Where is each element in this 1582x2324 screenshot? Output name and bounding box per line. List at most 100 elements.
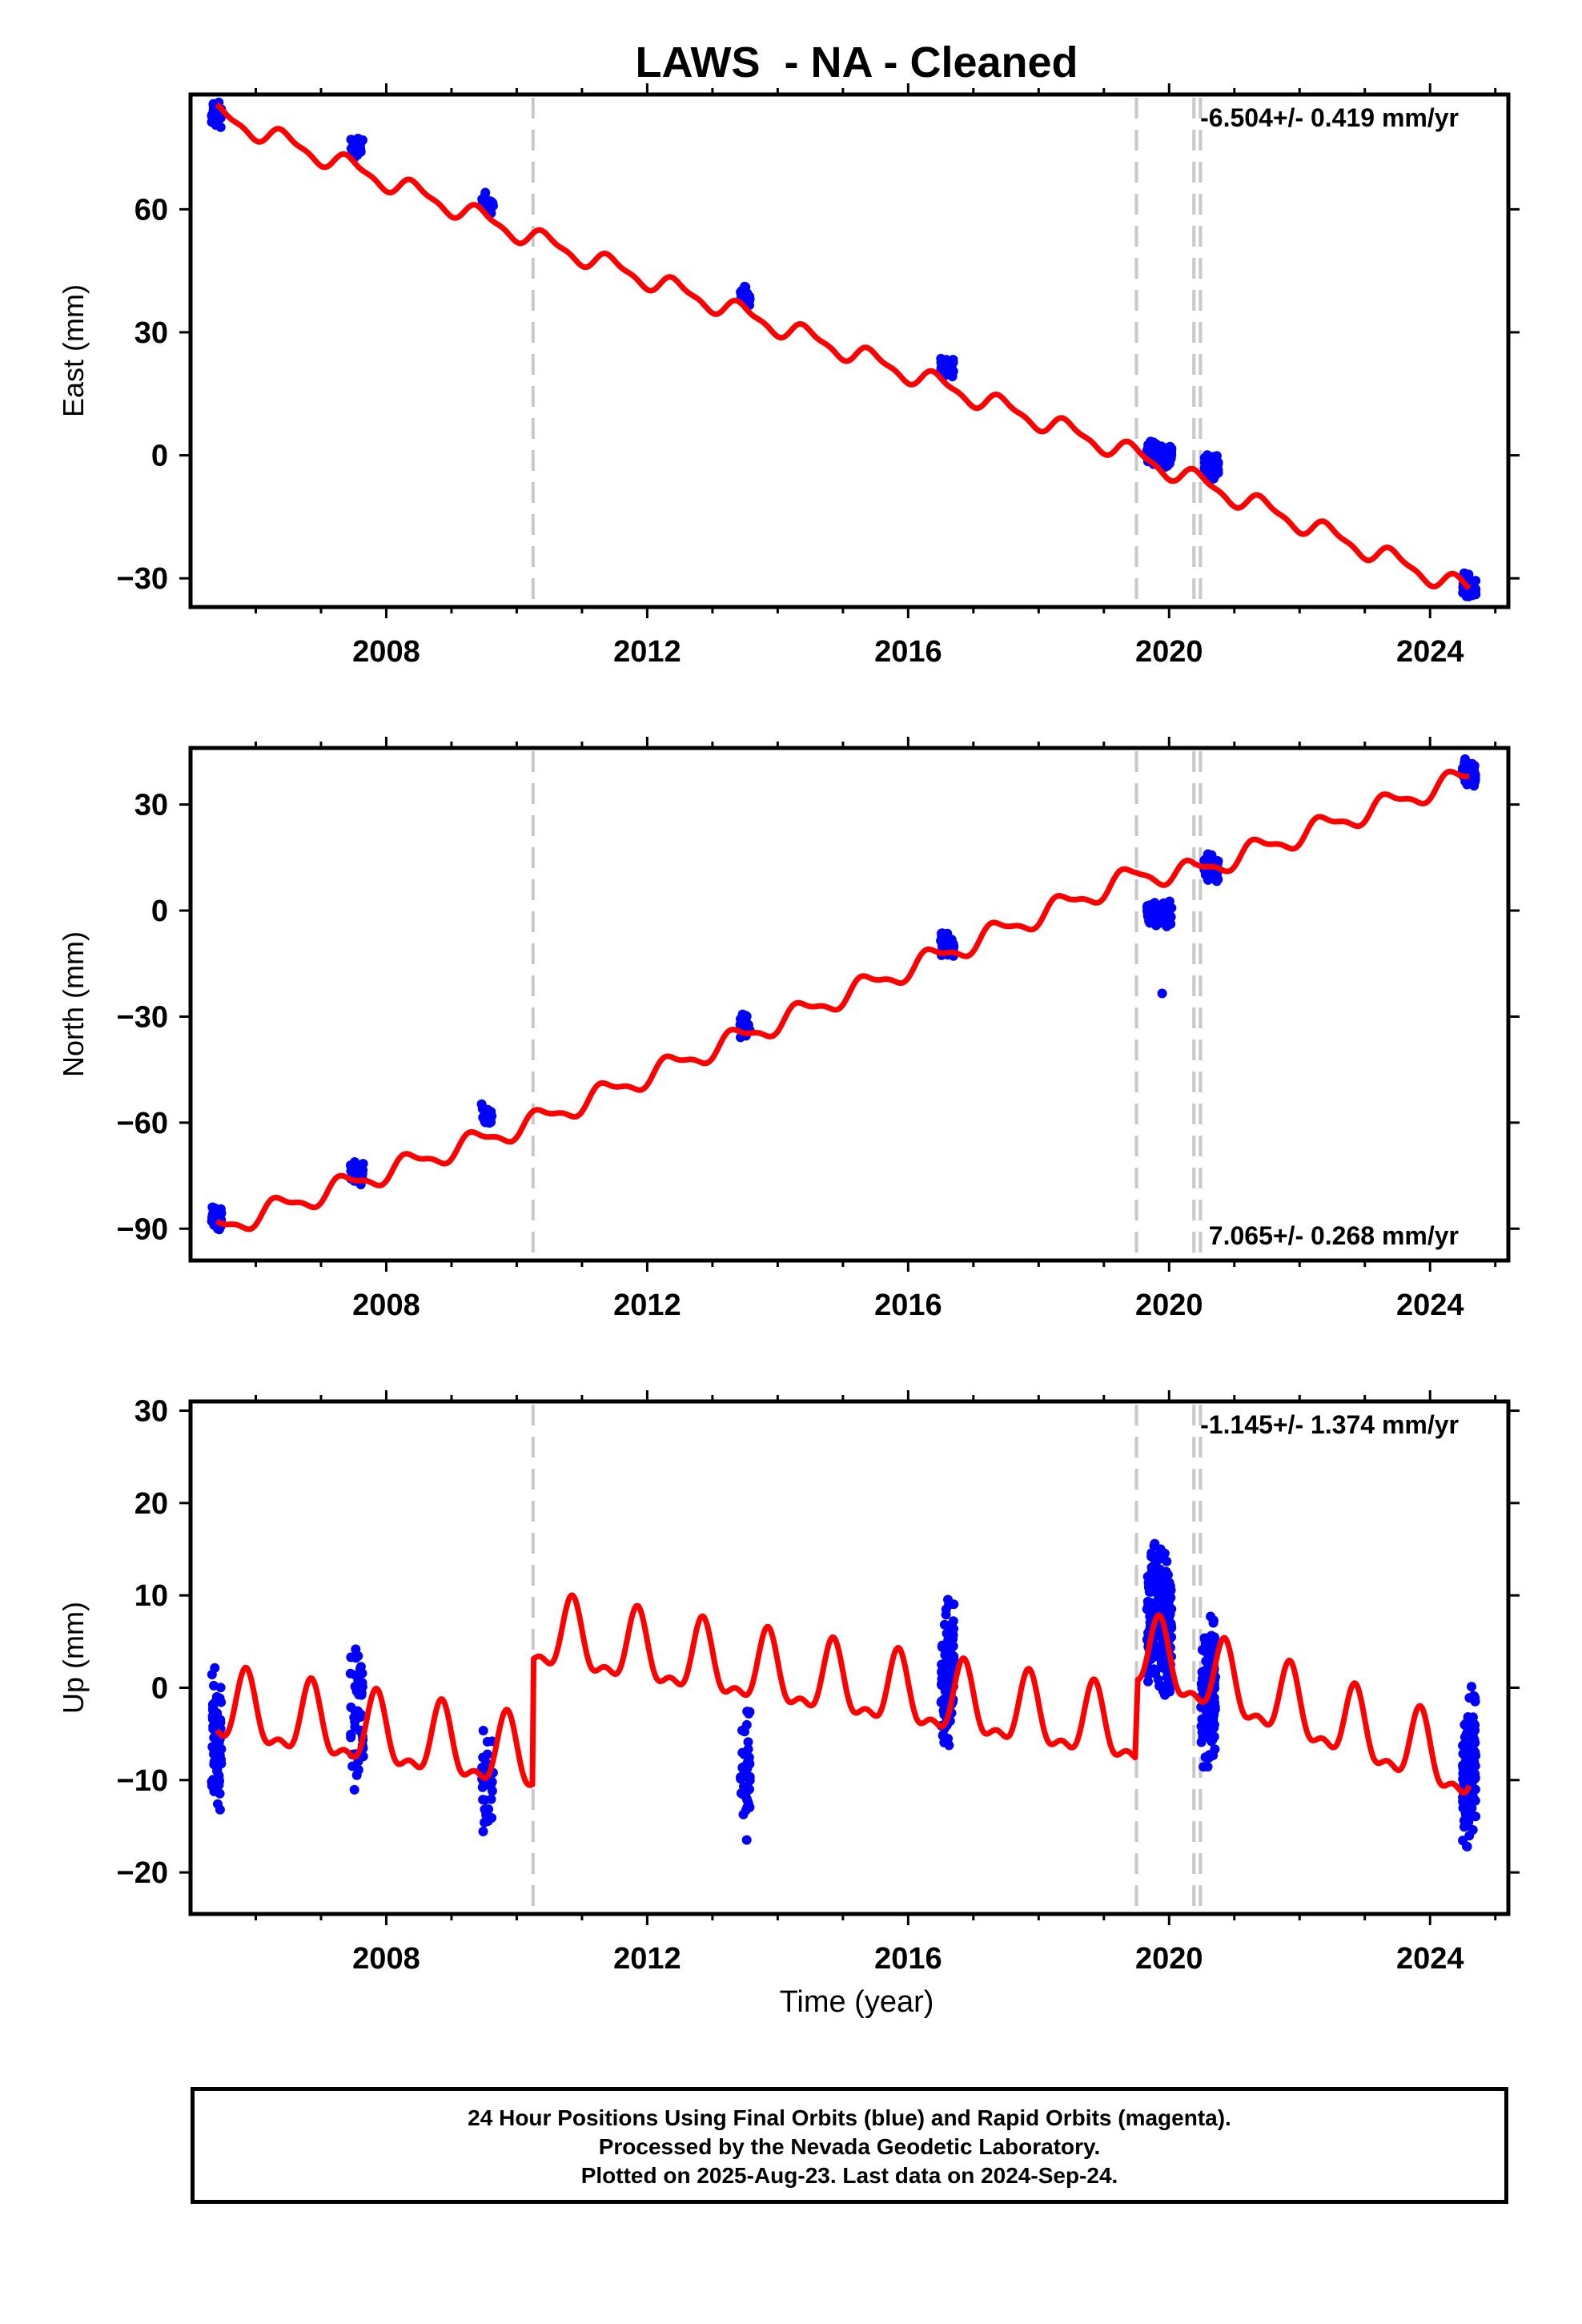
x-tick-label: 2012 bbox=[613, 1289, 681, 1322]
x-tick-label: 2016 bbox=[874, 1289, 942, 1322]
observations-up bbox=[207, 1538, 1481, 1852]
y-tick-label: −60 bbox=[117, 1107, 168, 1140]
y-axis-label-up: Up (mm) bbox=[57, 1602, 90, 1714]
observation-point bbox=[1463, 1712, 1473, 1722]
chart-title: LAWS - NA - Cleaned bbox=[635, 38, 1078, 86]
y-tick-label: 10 bbox=[135, 1579, 168, 1613]
observation-point bbox=[346, 1729, 356, 1739]
rate-annotation-east: -6.504+/- 0.419 mm/yr bbox=[1200, 103, 1459, 132]
observation-point bbox=[1146, 1562, 1157, 1573]
observation-point bbox=[215, 1804, 225, 1815]
observation-point bbox=[1469, 1757, 1480, 1767]
observation-point bbox=[940, 942, 950, 952]
observation-point bbox=[1164, 1687, 1174, 1697]
observation-point bbox=[1199, 463, 1210, 473]
observation-point bbox=[1162, 1556, 1172, 1566]
x-tick-label: 2024 bbox=[1396, 1942, 1464, 1976]
observation-point bbox=[1142, 1596, 1153, 1606]
observation-point bbox=[1166, 446, 1177, 456]
observation-point bbox=[1201, 1723, 1211, 1734]
observation-point bbox=[1154, 1585, 1165, 1595]
observation-point bbox=[352, 150, 363, 160]
x-tick-label: 2020 bbox=[1135, 1289, 1203, 1322]
observation-point bbox=[1157, 988, 1167, 999]
observation-point bbox=[1469, 1691, 1480, 1702]
observation-point bbox=[741, 1747, 752, 1758]
x-tick-label: 2008 bbox=[352, 1942, 420, 1976]
model-curve-up bbox=[215, 1592, 1472, 1796]
observation-point bbox=[1199, 1762, 1209, 1772]
observation-point bbox=[939, 931, 949, 942]
observation-point bbox=[741, 288, 751, 299]
observation-point bbox=[1157, 915, 1167, 926]
observation-point bbox=[478, 1752, 488, 1763]
observation-point bbox=[481, 1117, 491, 1128]
observation-point bbox=[1149, 1541, 1159, 1551]
footer-line-2: Processed by the Nevada Geodetic Laborat… bbox=[598, 2134, 1101, 2159]
observation-point bbox=[1146, 436, 1156, 447]
observation-point bbox=[215, 1717, 226, 1727]
observation-point bbox=[1461, 591, 1472, 601]
observation-point bbox=[948, 1641, 958, 1651]
observation-point bbox=[346, 1702, 356, 1712]
y-tick-label: −30 bbox=[117, 562, 168, 596]
observation-point bbox=[1458, 1768, 1468, 1779]
observation-point bbox=[745, 1707, 755, 1717]
observation-point bbox=[488, 198, 498, 208]
observation-point bbox=[349, 1712, 359, 1723]
observation-point bbox=[215, 1204, 226, 1214]
observation-point bbox=[345, 1668, 355, 1679]
y-tick-label: −90 bbox=[117, 1212, 168, 1246]
observation-point bbox=[1467, 1682, 1476, 1692]
observation-point bbox=[743, 1737, 753, 1747]
footer-line-1: 24 Hour Positions Using Final Orbits (bl… bbox=[468, 2105, 1231, 2130]
observation-point bbox=[480, 1804, 490, 1815]
observation-point bbox=[1464, 1831, 1475, 1841]
y-axis-label-east: East (mm) bbox=[57, 284, 90, 417]
observation-point bbox=[208, 1705, 218, 1715]
observation-point bbox=[478, 1726, 488, 1735]
observation-point bbox=[937, 1674, 947, 1684]
observation-point bbox=[1143, 908, 1154, 919]
observation-point bbox=[486, 1794, 496, 1804]
observation-point bbox=[1154, 442, 1165, 452]
observation-point bbox=[1162, 453, 1171, 464]
observation-point bbox=[941, 1610, 951, 1620]
observation-point bbox=[745, 1784, 754, 1795]
y-tick-label: −10 bbox=[117, 1764, 168, 1798]
observation-point bbox=[352, 143, 363, 153]
y-tick-label: 30 bbox=[135, 1395, 168, 1429]
observation-point bbox=[1463, 1806, 1472, 1816]
footer-line-3: Plotted on 2025-Aug-23. Last data on 202… bbox=[580, 2163, 1118, 2188]
observation-point bbox=[1470, 776, 1480, 786]
rate-annotation-up: -1.145+/- 1.374 mm/yr bbox=[1200, 1410, 1459, 1439]
observation-point bbox=[1154, 1564, 1165, 1574]
observation-point bbox=[213, 1696, 223, 1707]
x-tick-label: 2024 bbox=[1396, 1289, 1464, 1322]
y-tick-label: −30 bbox=[117, 1000, 168, 1034]
y-tick-label: 30 bbox=[135, 316, 168, 350]
observation-point bbox=[480, 1817, 490, 1827]
x-tick-label: 2016 bbox=[874, 1942, 942, 1976]
observation-point bbox=[938, 1731, 948, 1741]
observation-point bbox=[215, 122, 226, 132]
y-axis-label-north: North (mm) bbox=[57, 931, 90, 1077]
observation-point bbox=[1159, 902, 1170, 912]
observation-point bbox=[1468, 577, 1479, 588]
panel-east: 2008 2012 2016 2020 2024 60 30 0 −30 East (mm) -6.… bbox=[57, 83, 1520, 669]
observation-point bbox=[1207, 1630, 1217, 1641]
observation-point bbox=[478, 1827, 488, 1836]
observation-point bbox=[1208, 1617, 1219, 1627]
observation-point bbox=[745, 1771, 755, 1782]
observation-point bbox=[1154, 1598, 1163, 1609]
observations-east bbox=[207, 97, 1481, 601]
observation-point bbox=[738, 1809, 749, 1819]
observation-point bbox=[355, 1683, 364, 1694]
observation-point bbox=[1462, 1841, 1472, 1852]
observation-point bbox=[737, 1762, 748, 1772]
observation-point bbox=[940, 362, 950, 372]
observation-point bbox=[1157, 1572, 1166, 1582]
observation-point bbox=[354, 1167, 364, 1177]
observation-point bbox=[353, 1675, 363, 1686]
